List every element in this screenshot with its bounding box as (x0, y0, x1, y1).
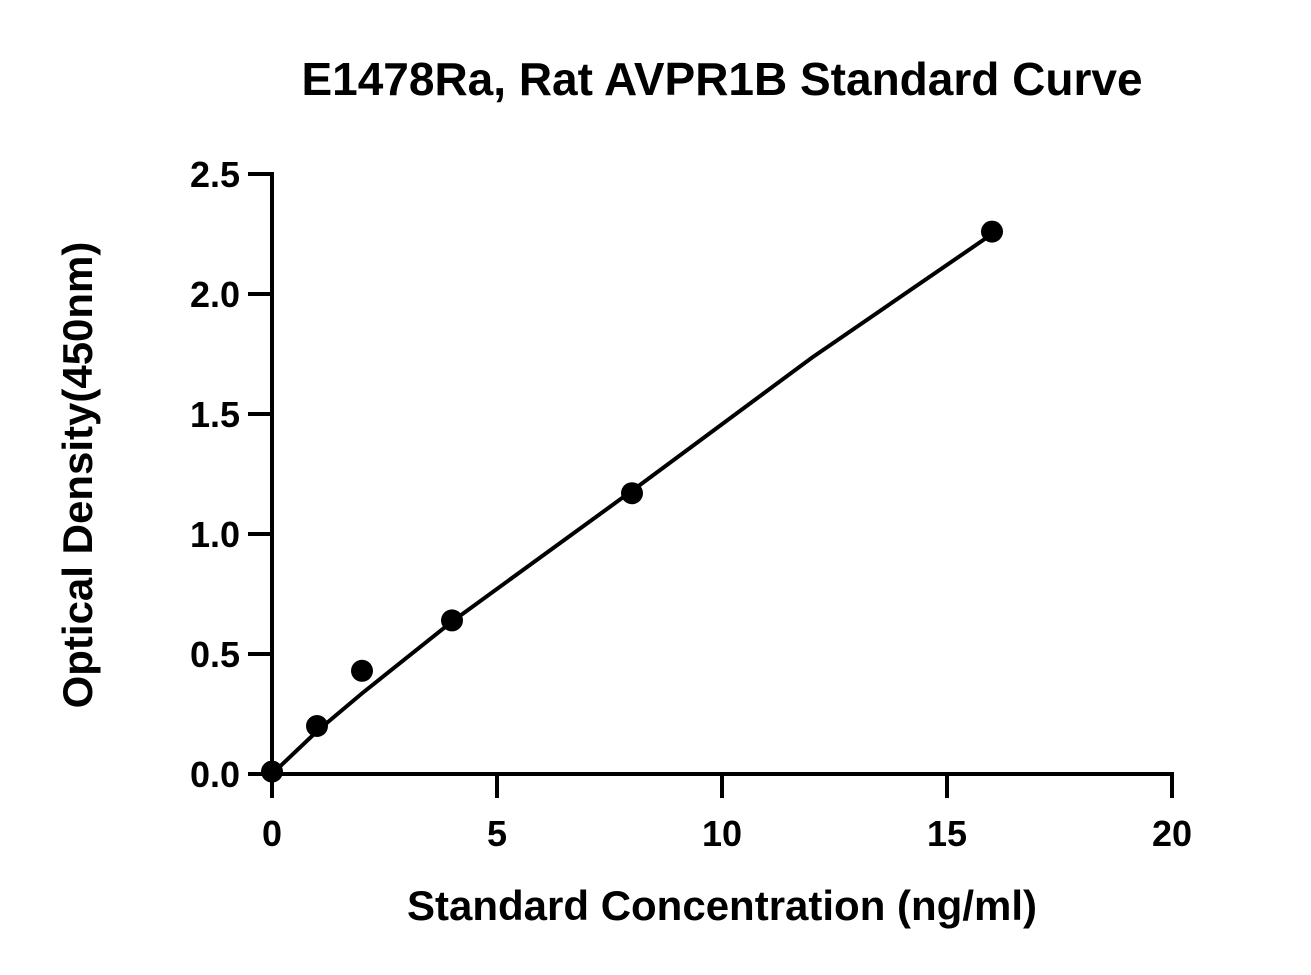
x-tick-label: 0 (262, 813, 282, 854)
y-tick-label: 2.0 (190, 274, 240, 315)
data-point (441, 609, 463, 632)
data-point (306, 715, 328, 737)
plot-area: 0.0 0.5 1.0 1.5 2.0 2.5 0 5 10 15 20 (190, 154, 1192, 854)
x-tick-label: 5 (487, 813, 507, 854)
x-tick-label: 15 (927, 813, 967, 854)
data-point (621, 482, 643, 505)
y-tick-label: 0.0 (190, 754, 240, 795)
x-tick-label: 20 (1152, 813, 1192, 854)
data-point (261, 760, 283, 783)
y-tick-label: 0.5 (190, 634, 240, 675)
y-tick-label: 2.5 (190, 154, 240, 195)
data-point (351, 659, 373, 682)
y-tick-label: 1.5 (190, 394, 240, 435)
y-axis-label: Optical Density(450nm) (54, 242, 101, 709)
x-axis-label: Standard Concentration (ng/ml) (407, 882, 1037, 929)
data-point (981, 220, 1003, 243)
chart-title: E1478Ra, Rat AVPR1B Standard Curve (301, 53, 1142, 105)
y-tick-label: 1.0 (190, 514, 240, 555)
x-tick-label: 10 (702, 813, 742, 854)
